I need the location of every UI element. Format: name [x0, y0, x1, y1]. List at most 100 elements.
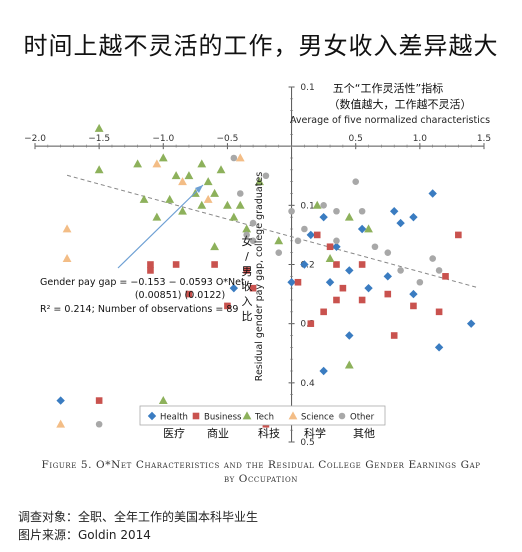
data-point [62, 224, 72, 233]
data-point [306, 230, 316, 240]
data-point [333, 237, 340, 245]
data-point [300, 260, 309, 269]
x-tick-label: −1.0 [152, 134, 174, 144]
data-point [364, 224, 373, 233]
annotation-arrow [117, 184, 204, 269]
data-point [428, 189, 437, 198]
data-point [313, 231, 321, 239]
y-axis-label-cn-char: 男 [242, 265, 253, 278]
x-tick-label: −0.5 [216, 134, 238, 144]
data-point [249, 284, 257, 292]
data-point [185, 290, 193, 298]
data-point [223, 200, 232, 209]
data-point [345, 331, 354, 340]
data-point [390, 207, 399, 216]
data-point [442, 273, 449, 280]
data-point [203, 177, 213, 186]
data-point [158, 395, 168, 404]
data-point [396, 218, 405, 228]
data-point [416, 278, 424, 286]
data-point [243, 267, 250, 274]
x-tick-label: 0.5 [349, 134, 363, 144]
data-point [357, 224, 367, 234]
figure-caption: Figure 5. O*Net Characteristics and the … [41, 459, 481, 471]
data-point [352, 178, 360, 185]
data-point [152, 212, 162, 221]
data-point [94, 123, 104, 132]
y-axis-label-cn-char: 女 [242, 234, 253, 248]
data-point [301, 225, 308, 233]
data-point [307, 320, 315, 327]
data-point [333, 261, 340, 268]
data-point [435, 308, 443, 316]
data-point [255, 177, 264, 186]
page-headline: 时间上越不灵活的工作，男女收入差异越大 [23, 32, 499, 60]
data-point [358, 207, 366, 215]
legend-box [139, 405, 386, 426]
data-point [358, 261, 366, 268]
data-point [230, 154, 238, 162]
x-axis-label-cn-note: （数值越大，工作越不灵活） [329, 97, 472, 111]
data-point [326, 243, 334, 251]
regression-equation: Gender pay gap = −0.153 − 0.0593 O*Net [40, 277, 245, 288]
y-tick-label: 0.4 [300, 379, 315, 389]
data-point [235, 200, 245, 209]
data-point [434, 343, 444, 352]
data-point [216, 165, 226, 174]
data-point [333, 296, 340, 304]
image-source-note: 图片来源：Goldin 2014 [18, 528, 151, 542]
series-science [56, 153, 245, 428]
x-tick-label: −1.5 [88, 134, 110, 144]
data-point [235, 153, 245, 162]
data-point [94, 165, 104, 174]
data-point [333, 207, 340, 215]
y-tick-label: 0.5 [300, 438, 314, 448]
data-point [294, 278, 302, 286]
data-point [429, 255, 436, 262]
data-point [319, 366, 328, 376]
data-point [344, 212, 354, 221]
data-point [319, 212, 328, 222]
legend-marker-other [338, 412, 346, 420]
data-point [133, 159, 143, 168]
data-point [344, 360, 354, 369]
data-point [62, 253, 72, 262]
legend-label-cn-tech: 科技 [258, 426, 280, 440]
series-business [95, 231, 462, 428]
data-point [397, 267, 404, 274]
regression-line [66, 174, 478, 289]
legend-label-tech: Tech [254, 413, 274, 423]
data-point [56, 419, 66, 428]
data-point [210, 242, 219, 251]
data-point [274, 236, 284, 245]
data-point [95, 420, 103, 428]
data-point [139, 194, 149, 203]
data-point [242, 224, 252, 233]
legend-marker-health [147, 411, 157, 421]
data-point [384, 249, 392, 256]
annotation-arrowhead [195, 185, 203, 193]
legend-label-cn-other: 其他 [353, 427, 375, 440]
legend-label-business: Business [204, 413, 242, 423]
standard-errors: (0.00851) (0.0122) [135, 290, 225, 301]
data-point [345, 266, 354, 275]
data-point [152, 159, 162, 168]
data-point [178, 206, 187, 215]
data-point [236, 190, 244, 197]
data-point [320, 308, 327, 316]
data-point [56, 396, 65, 405]
y-axis-label-cn-char: / [245, 250, 249, 263]
legend-marker-tech [242, 411, 252, 420]
data-point [332, 242, 341, 251]
data-point [312, 200, 322, 209]
data-point [197, 159, 207, 168]
legend-label-health: Health [160, 413, 188, 423]
data-point [249, 237, 257, 245]
legend-label-cn-health: 医疗 [163, 426, 185, 440]
x-axis-label-cn: 五个“工作灵活性”指标 [333, 81, 443, 95]
r-squared-note: R² = 0.214; Number of observations = 89 [40, 304, 238, 315]
data-point [371, 243, 379, 251]
y-tick-label: 0.1 [300, 201, 314, 211]
legend-label-cn-business: 商业 [207, 426, 229, 440]
